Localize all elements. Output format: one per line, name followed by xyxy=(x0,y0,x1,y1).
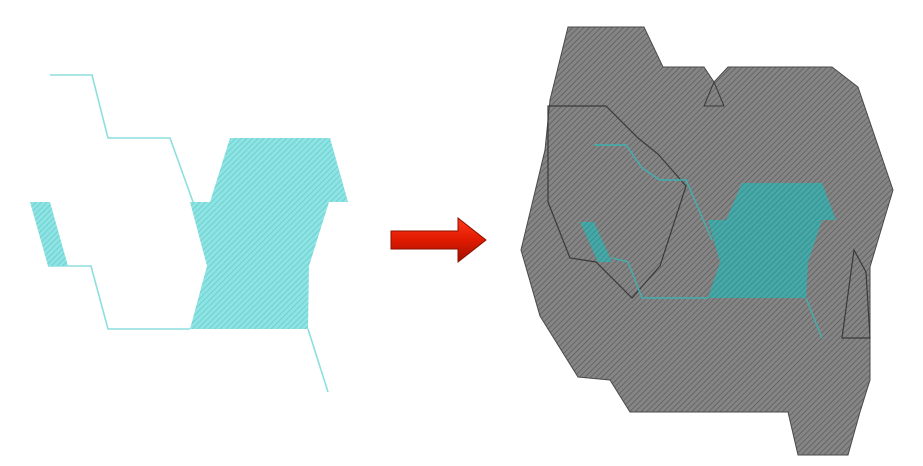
result-teal-line-upper xyxy=(594,144,713,241)
right-arrow-icon xyxy=(390,216,487,264)
source-small-shape xyxy=(30,202,68,266)
result-small-teal-shape xyxy=(580,222,612,262)
result-gray-region xyxy=(520,26,894,456)
result-inner-outline xyxy=(547,105,687,299)
result-notch xyxy=(703,80,725,107)
source-main-shape xyxy=(190,138,348,329)
result-main-teal-shape xyxy=(708,183,836,298)
source-outline-line-lower xyxy=(48,265,190,330)
result-right-sliver xyxy=(841,248,871,339)
source-tail-line xyxy=(307,328,329,393)
result-teal-line-lower xyxy=(611,257,708,299)
source-figure xyxy=(30,74,348,393)
result-figure xyxy=(520,26,894,456)
result-teal-tail xyxy=(805,297,823,339)
source-outline-line xyxy=(50,74,194,203)
